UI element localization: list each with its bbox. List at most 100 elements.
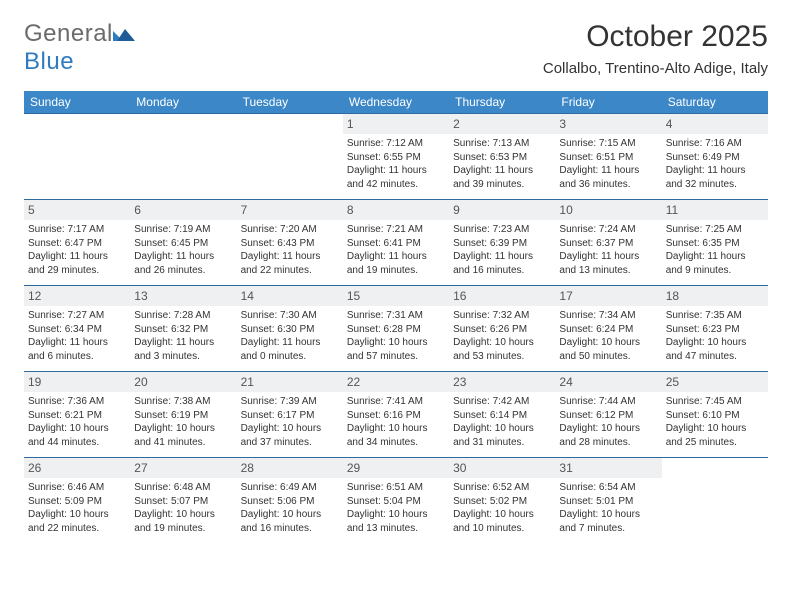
calendar-week: 19Sunrise: 7:36 AMSunset: 6:21 PMDayligh… (24, 372, 768, 458)
sunset-text: Sunset: 6:23 PM (666, 323, 764, 337)
daylight-text: Daylight: 10 hours and 31 minutes. (453, 422, 551, 449)
calendar-cell: 11Sunrise: 7:25 AMSunset: 6:35 PMDayligh… (662, 200, 768, 286)
calendar-cell: 13Sunrise: 7:28 AMSunset: 6:32 PMDayligh… (130, 286, 236, 372)
dayheader: Friday (555, 91, 661, 114)
page-title: October 2025 (543, 20, 768, 54)
sunrise-text: Sunrise: 7:16 AM (666, 137, 764, 151)
logo-text: General Blue (24, 20, 135, 76)
calendar-week: 5 Sunrise: 7:17 AMSunset: 6:47 PM Daylight… (24, 200, 768, 286)
calendar-cell: 25Sunrise: 7:45 AMSunset: 6:10 PMDayligh… (662, 372, 768, 458)
sunrise-text: Sunrise: 7:17 AM (28, 223, 126, 237)
sunset-text: Sunset: 5:06 PM (241, 495, 339, 509)
calendar-body: 1Sunrise: 7:12 AMSunset: 6:55 PMDaylight… (24, 114, 768, 544)
calendar-week: 1Sunrise: 7:12 AMSunset: 6:55 PMDaylight… (24, 114, 768, 200)
calendar-cell: 19Sunrise: 7:36 AMSunset: 6:21 PMDayligh… (24, 372, 130, 458)
day-number: 16 (449, 286, 555, 306)
calendar-week: 26 Sunrise: 6:46 AMSunset: 5:09 PM Dayligh… (24, 458, 768, 544)
calendar-cell: 2Sunrise: 7:13 AMSunset: 6:53 PMDaylight… (449, 114, 555, 200)
day-number: 28 (237, 458, 343, 478)
day-number: 26 (24, 458, 130, 478)
sunrise-text: Sunrise: 7:19 AM (134, 223, 232, 237)
dayheader: Thursday (449, 91, 555, 114)
calendar-cell: 22Sunrise: 7:41 AMSunset: 6:16 PMDayligh… (343, 372, 449, 458)
sunset-text: Sunset: 5:09 PM (28, 495, 126, 509)
sunset-text: Sunset: 6:45 PM (134, 237, 232, 251)
sunset-text: Sunset: 6:35 PM (666, 237, 764, 251)
dayheader: Sunday (24, 91, 130, 114)
day-number: 30 (449, 458, 555, 478)
daylight-text: Daylight: 10 hours and 44 minutes. (28, 422, 126, 449)
calendar-cell: 12Sunrise: 7:27 AMSunset: 6:34 PMDayligh… (24, 286, 130, 372)
day-number: 8 (343, 200, 449, 220)
daylight-text: Daylight: 11 hours and 42 minutes. (347, 164, 445, 191)
calendar-cell: 4Sunrise: 7:16 AMSunset: 6:49 PMDaylight… (662, 114, 768, 200)
calendar-cell: 14Sunrise: 7:30 AMSunset: 6:30 PMDayligh… (237, 286, 343, 372)
sunset-text: Sunset: 6:51 PM (559, 151, 657, 165)
day-number: 5 (24, 200, 130, 220)
sunset-text: Sunset: 6:17 PM (241, 409, 339, 423)
daylight-text: Daylight: 10 hours and 10 minutes. (453, 508, 551, 535)
daylight-text: Daylight: 11 hours and 0 minutes. (241, 336, 339, 363)
sunset-text: Sunset: 6:24 PM (559, 323, 657, 337)
daylight-text: Daylight: 10 hours and 28 minutes. (559, 422, 657, 449)
day-number: 17 (555, 286, 661, 306)
daylight-text: Daylight: 11 hours and 16 minutes. (453, 250, 551, 277)
daylight-text: Daylight: 11 hours and 22 minutes. (241, 250, 339, 277)
logo: General Blue (24, 20, 135, 76)
sunset-text: Sunset: 6:14 PM (453, 409, 551, 423)
sunset-text: Sunset: 6:39 PM (453, 237, 551, 251)
sunrise-text: Sunrise: 7:23 AM (453, 223, 551, 237)
dayheader: Tuesday (237, 91, 343, 114)
sunset-text: Sunset: 6:37 PM (559, 237, 657, 251)
day-number: 10 (555, 200, 661, 220)
day-number: 4 (662, 114, 768, 134)
sunrise-text: Sunrise: 6:46 AM (28, 481, 126, 495)
sunrise-text: Sunrise: 7:35 AM (666, 309, 764, 323)
sunrise-text: Sunrise: 7:30 AM (241, 309, 339, 323)
daylight-text: Daylight: 11 hours and 6 minutes. (28, 336, 126, 363)
sunrise-text: Sunrise: 7:12 AM (347, 137, 445, 151)
calendar-cell: 24Sunrise: 7:44 AMSunset: 6:12 PMDayligh… (555, 372, 661, 458)
sunset-text: Sunset: 6:19 PM (134, 409, 232, 423)
page-subtitle: Collalbo, Trentino-Alto Adige, Italy (543, 60, 768, 77)
dayheader: Monday (130, 91, 236, 114)
daylight-text: Daylight: 10 hours and 50 minutes. (559, 336, 657, 363)
calendar-cell (237, 114, 343, 200)
sunset-text: Sunset: 6:47 PM (28, 237, 126, 251)
calendar-cell (130, 114, 236, 200)
calendar-cell: 6Sunrise: 7:19 AMSunset: 6:45 PMDaylight… (130, 200, 236, 286)
calendar-cell: 29Sunrise: 6:51 AMSunset: 5:04 PMDayligh… (343, 458, 449, 544)
title-block: October 2025 Collalbo, Trentino-Alto Adi… (543, 20, 768, 79)
calendar-cell: 8Sunrise: 7:21 AMSunset: 6:41 PMDaylight… (343, 200, 449, 286)
day-number: 13 (130, 286, 236, 306)
calendar-cell (662, 458, 768, 544)
sunset-text: Sunset: 6:43 PM (241, 237, 339, 251)
sunrise-text: Sunrise: 7:42 AM (453, 395, 551, 409)
day-number: 7 (237, 200, 343, 220)
sunset-text: Sunset: 6:21 PM (28, 409, 126, 423)
daylight-text: Daylight: 10 hours and 7 minutes. (559, 508, 657, 535)
day-number: 22 (343, 372, 449, 392)
day-number: 25 (662, 372, 768, 392)
sunrise-text: Sunrise: 7:13 AM (453, 137, 551, 151)
calendar-cell (24, 114, 130, 200)
sunrise-text: Sunrise: 7:20 AM (241, 223, 339, 237)
calendar-cell: 15Sunrise: 7:31 AMSunset: 6:28 PMDayligh… (343, 286, 449, 372)
calendar-cell: 28Sunrise: 6:49 AMSunset: 5:06 PMDayligh… (237, 458, 343, 544)
daylight-text: Daylight: 10 hours and 53 minutes. (453, 336, 551, 363)
calendar-cell: 16Sunrise: 7:32 AMSunset: 6:26 PMDayligh… (449, 286, 555, 372)
day-number: 9 (449, 200, 555, 220)
sunset-text: Sunset: 5:04 PM (347, 495, 445, 509)
logo-part1: General (24, 20, 113, 47)
day-number: 31 (555, 458, 661, 478)
sunset-text: Sunset: 6:10 PM (666, 409, 764, 423)
daylight-text: Daylight: 10 hours and 37 minutes. (241, 422, 339, 449)
sunset-text: Sunset: 5:07 PM (134, 495, 232, 509)
day-number: 18 (662, 286, 768, 306)
sunrise-text: Sunrise: 6:51 AM (347, 481, 445, 495)
day-number: 27 (130, 458, 236, 478)
daylight-text: Daylight: 10 hours and 16 minutes. (241, 508, 339, 535)
sunset-text: Sunset: 6:41 PM (347, 237, 445, 251)
calendar-cell: 21Sunrise: 7:39 AMSunset: 6:17 PMDayligh… (237, 372, 343, 458)
calendar-cell: 9 Sunrise: 7:23 AMSunset: 6:39 PMDaylight… (449, 200, 555, 286)
